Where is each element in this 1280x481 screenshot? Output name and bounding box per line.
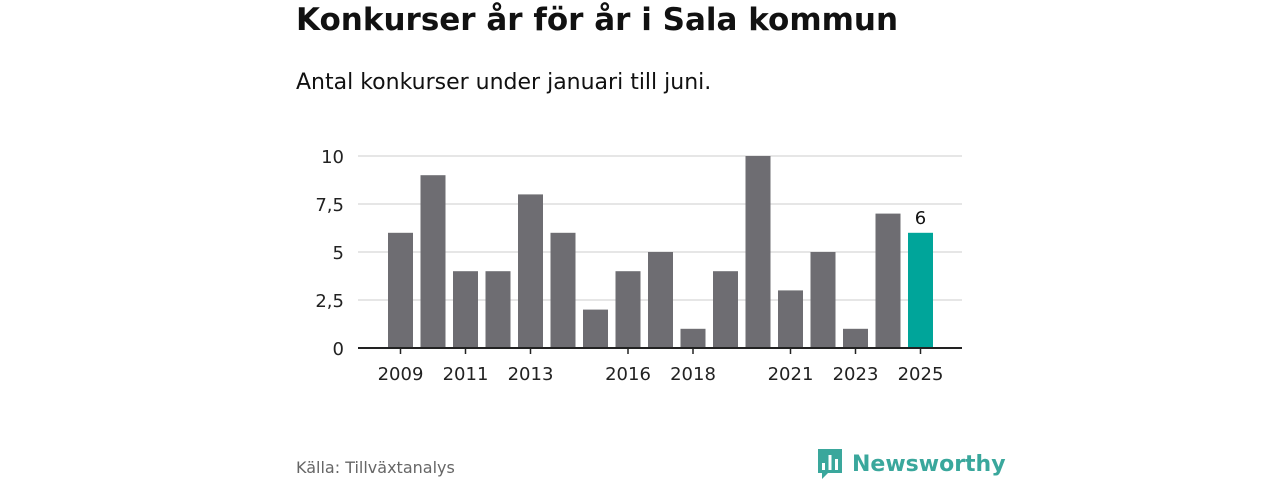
bar [680,328,706,348]
brand-name: Newsworthy [852,451,1006,477]
bar [908,232,933,348]
bar [518,194,543,348]
x-tick-label: 2025 [898,364,944,385]
data-label: 6 [915,208,926,229]
x-tick-label: 2021 [768,364,814,385]
bar [648,252,673,348]
bar [615,271,641,348]
y-tick-label: 5 [333,243,344,264]
bar [453,271,478,348]
bar [420,175,446,348]
brand-logo: Newsworthy [816,447,1006,481]
source-note: Källa: Tillväxtanalys [296,458,455,477]
x-tick-label: 2023 [833,364,879,385]
bar [550,232,576,348]
y-tick-label: 0 [333,339,344,360]
x-tick-label: 2013 [508,364,554,385]
bar [583,309,608,348]
bar [713,271,738,348]
x-tick-label: 2009 [378,364,424,385]
y-tick-label: 2,5 [315,291,344,312]
chart-title: Konkurser år för år i Sala kommun [296,2,899,38]
axis-labels: 0 2,5 5 7,5 10 6 2009 2011 2013 2016 2018 2021 2023 2… [315,147,962,385]
bar [745,156,771,348]
bar [485,271,511,348]
bar [810,252,836,348]
bar [843,328,868,348]
x-tick-label: 2018 [670,364,716,385]
y-tick-label: 7,5 [315,195,344,216]
bar-chart-speech-bubble-icon [818,449,842,479]
y-tick-label: 10 [321,147,344,168]
bar [875,213,901,348]
x-tick-label: 2016 [605,364,651,385]
bars [388,156,933,348]
bar [778,290,803,348]
x-tick-label: 2011 [443,364,489,385]
chart-subtitle: Antal konkurser under januari till juni. [296,70,712,95]
bar [388,232,413,348]
